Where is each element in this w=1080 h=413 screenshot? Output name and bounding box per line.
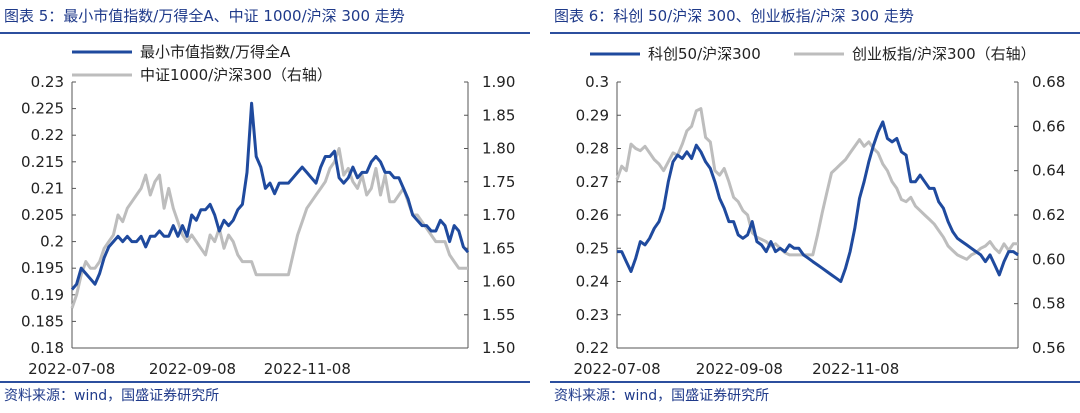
y-tick-label-right: 0.60 bbox=[1032, 250, 1065, 268]
title-divider bbox=[0, 32, 530, 34]
x-tick-label: 2022-11-08 bbox=[812, 360, 899, 378]
legend-label: 创业板指/沪深300（右轴） bbox=[852, 45, 1036, 63]
series-line-2 bbox=[615, 107, 1018, 261]
y-tick-label-left: 0.27 bbox=[576, 173, 609, 191]
y-tick-label-left: 0.22 bbox=[31, 126, 64, 144]
y-tick-label-left: 0.195 bbox=[21, 259, 64, 277]
title-divider bbox=[550, 32, 1080, 34]
y-tick-label-left: 0.205 bbox=[21, 206, 64, 224]
chart-panel-left: 图表 5：最小市值指数/万得全A、中证 1000/沪深 300 走势 0.18 0… bbox=[0, 0, 530, 413]
source-divider bbox=[0, 381, 530, 383]
y-tick-label-left: 0.28 bbox=[576, 140, 609, 158]
y-tick-label-left: 0.21 bbox=[31, 179, 64, 197]
series-line-2 bbox=[70, 147, 468, 309]
chart-title: 图表 5：最小市值指数/万得全A、中证 1000/沪深 300 走势 bbox=[4, 7, 405, 25]
line-chart: 0.18 0.185 0.19 0.195 0.2 0.205 0.21 0.215 0.22 0… bbox=[21, 43, 515, 378]
y-tick-label-left: 0.24 bbox=[576, 273, 609, 291]
y-tick-label-right: 0.58 bbox=[1032, 295, 1065, 313]
y-tick-label-right: 1.90 bbox=[482, 73, 515, 91]
y-tick-label-left: 0.2 bbox=[40, 233, 64, 251]
chart-panel-right: 图表 6：科创 50/沪深 300、创业板指/沪深 300 走势 0.22 0.2… bbox=[550, 0, 1080, 413]
y-tick-label-left: 0.22 bbox=[576, 339, 609, 357]
y-tick-label-left: 0.185 bbox=[21, 312, 64, 330]
series-line-1 bbox=[617, 120, 1019, 283]
y-tick-label-right: 1.50 bbox=[482, 339, 515, 357]
legend-label: 科创50/沪深300 bbox=[648, 45, 761, 63]
source-note: 资料来源：wind，国盛证券研究所 bbox=[4, 388, 220, 404]
y-tick-label-right: 1.55 bbox=[482, 306, 515, 324]
y-tick-label-left: 0.18 bbox=[31, 339, 64, 357]
y-tick-label-left: 0.26 bbox=[576, 206, 609, 224]
x-tick-label: 2022-07-08 bbox=[28, 360, 115, 378]
y-tick-label-left: 0.23 bbox=[31, 73, 64, 91]
x-tick-label: 2022-11-08 bbox=[264, 360, 351, 378]
y-tick-label-left: 0.29 bbox=[576, 106, 609, 124]
y-tick-label-right: 1.85 bbox=[482, 106, 515, 124]
y-tick-label-left: 0.25 bbox=[576, 239, 609, 257]
y-tick-label-left: 0.3 bbox=[585, 73, 609, 91]
y-tick-label-right: 0.64 bbox=[1032, 162, 1065, 180]
y-tick-label-right: 0.66 bbox=[1032, 117, 1065, 135]
y-tick-label-right: 0.56 bbox=[1032, 339, 1065, 357]
x-tick-label: 2022-09-08 bbox=[696, 360, 783, 378]
y-tick-label-right: 1.70 bbox=[482, 206, 515, 224]
y-tick-label-right: 1.75 bbox=[482, 173, 515, 191]
legend-label: 最小市值指数/万得全A bbox=[140, 43, 291, 61]
y-tick-label-left: 0.225 bbox=[21, 100, 64, 118]
y-tick-label-right: 0.62 bbox=[1032, 206, 1065, 224]
x-tick-label: 2022-09-08 bbox=[149, 360, 236, 378]
line-chart: 0.22 0.23 0.24 0.25 0.26 0.27 0.28 0.29 0.3 0.56 0… bbox=[573, 45, 1065, 378]
source-note: 资料来源：wind，国盛证券研究所 bbox=[554, 388, 770, 404]
y-tick-label-left: 0.19 bbox=[31, 286, 64, 304]
x-tick-label: 2022-07-08 bbox=[573, 360, 660, 378]
y-tick-label-right: 1.60 bbox=[482, 273, 515, 291]
series-line-1 bbox=[70, 101, 470, 291]
chart-title: 图表 6：科创 50/沪深 300、创业板指/沪深 300 走势 bbox=[554, 7, 914, 25]
y-tick-label-left: 0.215 bbox=[21, 153, 64, 171]
y-tick-label-right: 1.80 bbox=[482, 140, 515, 158]
source-divider bbox=[550, 381, 1080, 383]
legend-label: 中证1000/沪深300（右轴） bbox=[140, 66, 332, 84]
y-tick-label-right: 0.68 bbox=[1032, 73, 1065, 91]
y-tick-label-left: 0.23 bbox=[576, 306, 609, 324]
y-tick-label-right: 1.65 bbox=[482, 239, 515, 257]
